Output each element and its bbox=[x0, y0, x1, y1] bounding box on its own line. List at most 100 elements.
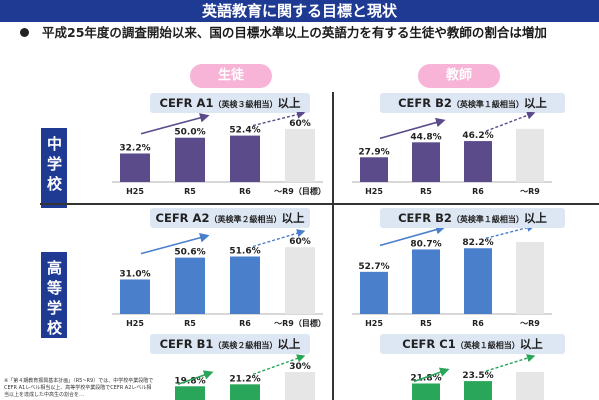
target-trend-arrow bbox=[485, 112, 536, 132]
data-bar bbox=[230, 384, 260, 400]
x-tick-label: R5 bbox=[184, 187, 196, 196]
x-tick-label: ～R9（目標） bbox=[274, 186, 326, 196]
row-label-junior: 中学校 bbox=[41, 128, 67, 208]
data-label: 80.7% bbox=[410, 239, 441, 249]
data-label: 52.7% bbox=[358, 262, 389, 272]
column-label-students: 生徒 bbox=[190, 64, 272, 88]
trend-arrow bbox=[177, 370, 214, 386]
data-label: 51.6% bbox=[229, 247, 260, 257]
chart-senior-teachers-b2: 52.7% H25 80.7% R5 82.2% R6 ～R9 bbox=[352, 228, 552, 328]
chart-title-suffix: 以上 bbox=[523, 96, 547, 110]
target-bar bbox=[516, 372, 544, 400]
data-label: 46.2% bbox=[462, 131, 493, 141]
chart-title-senior-teachers-b2: CEFR B2（英検準１級相当）以上 bbox=[380, 208, 565, 228]
row-label-junior-text: 中学校 bbox=[47, 135, 63, 193]
chart-senior-students-a2: 31.0% H25 50.6% R5 51.6% R6 60% ～R9（目標） bbox=[112, 229, 326, 328]
chart-title-suffix: 以上 bbox=[523, 211, 547, 225]
data-bar bbox=[464, 141, 492, 182]
data-bar bbox=[360, 271, 388, 314]
data-bar bbox=[412, 383, 440, 400]
data-label: 27.9% bbox=[358, 147, 389, 157]
target-bar bbox=[516, 242, 544, 314]
chart-title-suffix: 以上 bbox=[277, 96, 301, 110]
data-label: 19.8% bbox=[174, 376, 205, 386]
chart-title-main: CEFR B1 bbox=[159, 337, 214, 351]
target-trend-arrow bbox=[252, 112, 306, 127]
data-label: 21.8% bbox=[410, 373, 441, 383]
data-label: 60% bbox=[289, 119, 311, 129]
data-bar bbox=[120, 153, 150, 182]
x-tick-label: ～R9 bbox=[520, 319, 540, 328]
chart-senior-students-b1: 19.8% 21.2% 30% bbox=[174, 354, 315, 400]
chart-title-note: （英検準１級相当） bbox=[451, 215, 524, 224]
target-bar bbox=[516, 128, 544, 182]
chart-title-senior-students-a2: CEFR A2（英検準２級相当）以上 bbox=[150, 208, 310, 228]
chart-junior-teachers: 27.9% H25 44.8% R5 46.2% R6 ～R9 bbox=[352, 112, 552, 196]
chart-title-note: （英検１級相当） bbox=[455, 341, 520, 350]
x-tick-label: R6 bbox=[472, 187, 484, 196]
data-bar bbox=[412, 142, 440, 182]
chart-title-note: （英検３級相当） bbox=[213, 100, 278, 109]
target-trend-arrow bbox=[252, 354, 306, 375]
chart-title-suffix: 以上 bbox=[277, 337, 301, 351]
column-label-teachers: 教師 bbox=[418, 64, 500, 88]
trend-arrow bbox=[379, 117, 446, 140]
chart-title-main: CEFR B2 bbox=[398, 211, 452, 225]
data-label: 23.5% bbox=[462, 371, 493, 381]
chart-junior-students: 32.2% H25 50.0% R5 52.4% R6 60% ～R9（目標） bbox=[112, 112, 326, 196]
summary-text: 平成25年度の調査開始以来、国の目標水準以上の英語力を有する生徒や教師の割合は増… bbox=[20, 24, 580, 41]
target-bar bbox=[285, 372, 315, 400]
summary-bullet: 平成25年度の調査開始以来、国の目標水準以上の英語力を有する生徒や教師の割合は増… bbox=[20, 24, 580, 41]
chart-title-junior-students: CEFR A1（英検３級相当）以上 bbox=[150, 93, 310, 113]
data-label: 82.2% bbox=[462, 238, 493, 248]
x-tick-label: R5 bbox=[184, 319, 196, 328]
data-bar bbox=[464, 248, 492, 314]
trend-arrow bbox=[413, 367, 450, 383]
chart-title-main: CEFR C1 bbox=[402, 337, 456, 351]
x-tick-label: R6 bbox=[472, 319, 484, 328]
chart-title-main: CEFR A2 bbox=[155, 211, 210, 225]
target-bar bbox=[285, 128, 315, 182]
x-tick-label: H25 bbox=[365, 319, 383, 328]
data-bar bbox=[230, 256, 260, 314]
footnote: ※「第４期教育振興基本計画」（R5~R9）では、中学校卒業段階でCEFR A1レ… bbox=[4, 378, 154, 398]
column-divider bbox=[332, 92, 334, 400]
data-label: 32.2% bbox=[119, 143, 150, 153]
x-tick-label: R6 bbox=[239, 319, 251, 328]
chart-title-main: CEFR A1 bbox=[159, 96, 214, 110]
data-bar bbox=[175, 137, 205, 182]
x-tick-label: R5 bbox=[420, 319, 432, 328]
x-tick-label: R6 bbox=[239, 187, 251, 196]
chart-title-suffix: 以上 bbox=[519, 337, 543, 351]
page-header: 英語教育に関する目標と現状 bbox=[0, 0, 599, 22]
summary-text-bold: 国の目標水準以上の英語力を有する生徒や教師の割合は増加 bbox=[209, 25, 547, 40]
chart-title-senior-teachers-c1: CEFR C1（英検１級相当）以上 bbox=[380, 334, 565, 354]
data-label: 44.8% bbox=[410, 132, 441, 142]
data-label: 50.0% bbox=[174, 128, 205, 138]
chart-title-main: CEFR B2 bbox=[398, 96, 452, 110]
target-trend-arrow bbox=[485, 354, 536, 372]
data-bar bbox=[175, 257, 205, 314]
data-label: 21.2% bbox=[229, 374, 260, 384]
data-label: 50.6% bbox=[174, 248, 205, 258]
data-bar bbox=[412, 249, 440, 314]
data-label: 60% bbox=[289, 237, 311, 247]
data-bar bbox=[230, 135, 260, 182]
x-tick-label: H25 bbox=[126, 319, 144, 328]
data-bar bbox=[464, 381, 492, 400]
x-tick-label: H25 bbox=[126, 187, 144, 196]
trend-arrow bbox=[140, 113, 210, 135]
x-tick-label: R5 bbox=[420, 187, 432, 196]
trend-arrow bbox=[140, 233, 210, 255]
chart-title-note: （英検準２級相当） bbox=[209, 215, 282, 224]
chart-title-senior-students-b1: CEFR B1（英検２級相当）以上 bbox=[150, 334, 310, 354]
chart-senior-teachers-c1: 21.8% 23.5% bbox=[410, 354, 544, 400]
trend-arrow bbox=[379, 228, 446, 247]
data-bar bbox=[120, 279, 150, 314]
row-label-senior: 高等学校 bbox=[41, 252, 67, 338]
bullet-icon bbox=[20, 28, 29, 37]
data-label: 52.4% bbox=[229, 126, 260, 136]
x-tick-label: ～R9 bbox=[520, 187, 540, 196]
chart-title-suffix: 以上 bbox=[281, 211, 305, 225]
chart-title-note: （英検準１級相当） bbox=[451, 100, 524, 109]
